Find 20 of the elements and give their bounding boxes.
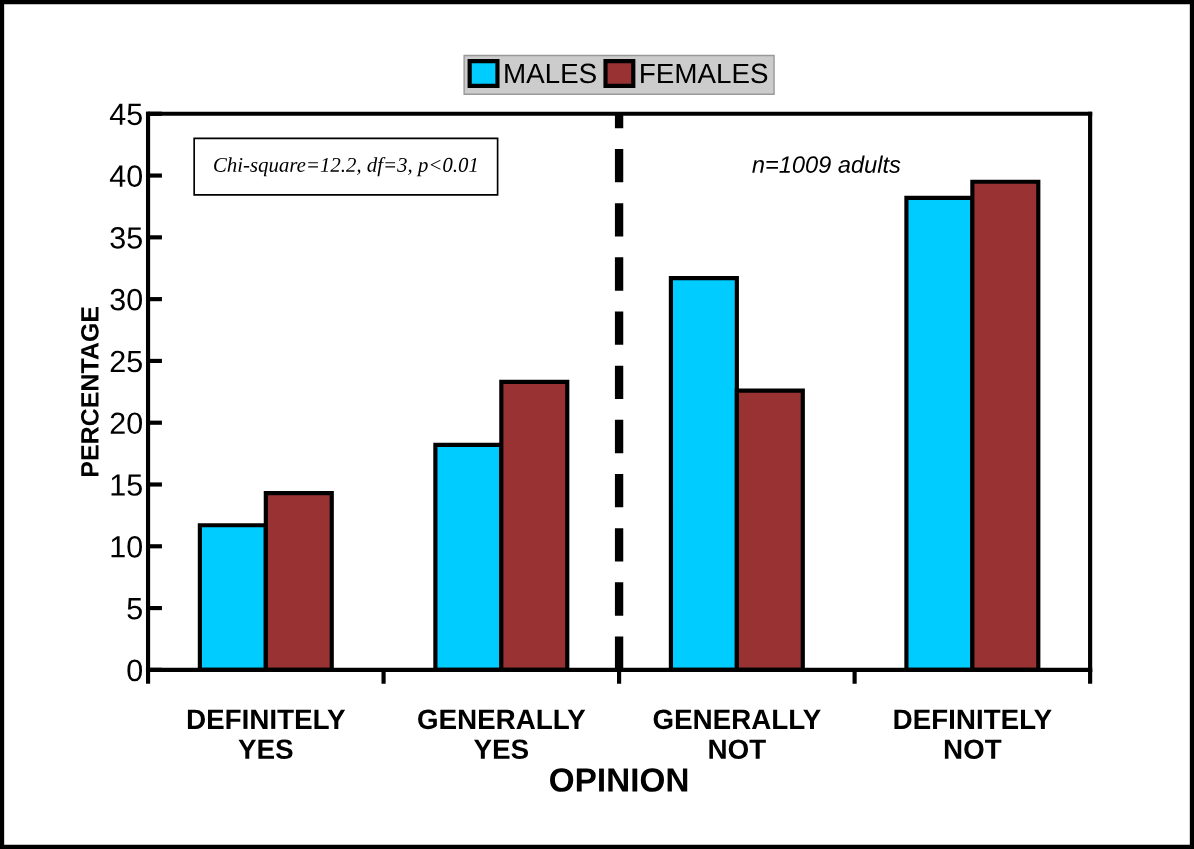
legend-label: MALES (505, 63, 596, 84)
y-tick-label: 40 (109, 165, 142, 187)
y-tick-label: 45 (109, 103, 142, 126)
annotation: Chi-square=12.2, df=3, p<0.01 (214, 157, 477, 177)
x-tick-label: GENERALLY YES (418, 709, 586, 760)
x-axis-title: OPINION (550, 768, 688, 792)
y-tick-label: 20 (110, 412, 142, 435)
y-tick-label: 15 (111, 474, 142, 496)
y-tick-label: 30 (110, 288, 142, 311)
y-tick-label: 35 (110, 227, 142, 249)
x-tick-label: DEFINITELY NOT (894, 709, 1052, 760)
x-tick-label: GENERALLY NOT (653, 709, 821, 760)
legend-label: FEMALES (641, 63, 768, 84)
y-tick-label: 0 (127, 659, 142, 682)
x-tick-label: DEFINITELY YES (187, 709, 346, 760)
y-tick-label: 10 (111, 536, 142, 558)
annotation: n=1009 adults (752, 155, 901, 173)
y-axis-title: PERCENTAGE (81, 306, 99, 477)
y-tick-label: 5 (127, 598, 142, 620)
y-tick-label: 25 (110, 350, 142, 373)
